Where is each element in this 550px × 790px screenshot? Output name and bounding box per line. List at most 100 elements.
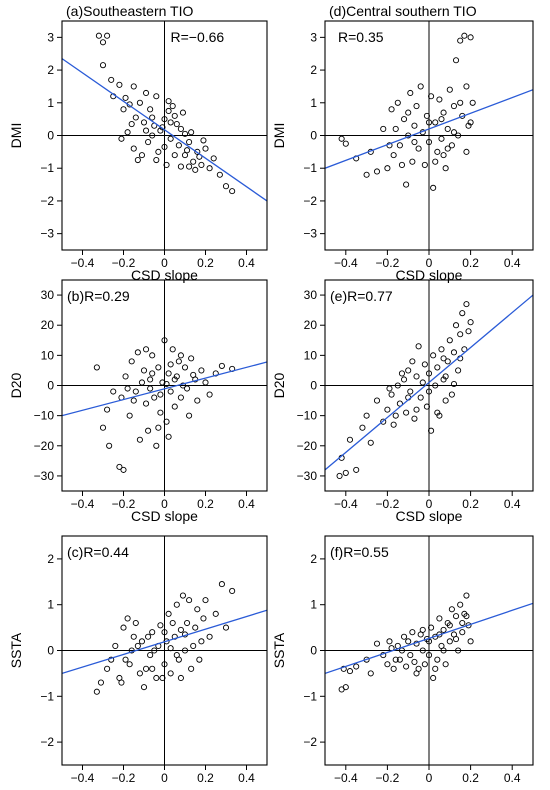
scatter-point <box>405 367 412 374</box>
scatter-point <box>122 94 129 101</box>
scatter-point <box>132 114 139 121</box>
scatter-point <box>390 152 397 159</box>
scatter-point <box>134 156 141 164</box>
y-tick-label: −30 <box>34 469 55 483</box>
scatter-point <box>128 121 135 128</box>
scatter-point <box>353 466 360 473</box>
scatter-point <box>194 148 201 155</box>
scatter-point <box>415 145 422 152</box>
scatter-point <box>140 367 148 374</box>
scatter-point <box>444 358 451 365</box>
scatter-point <box>403 663 410 670</box>
scatter-point <box>446 337 453 344</box>
scatter-point <box>163 380 170 388</box>
scatter-point <box>432 665 439 672</box>
scatter-point <box>384 406 391 413</box>
scatter-point <box>104 406 111 413</box>
x-tick-label: 0.2 <box>462 497 479 511</box>
scatter-point <box>177 125 184 133</box>
scatter-point <box>442 165 449 172</box>
y-tick-label: −3 <box>303 227 317 241</box>
scatter-point <box>428 427 435 434</box>
scatter-point <box>126 661 133 668</box>
scatter-point <box>452 322 460 329</box>
scatter-point <box>181 130 189 137</box>
scatter-point <box>149 665 156 672</box>
scatter-point <box>367 670 374 677</box>
scatter-point <box>394 382 401 389</box>
panel-title: (b)R=0.29 <box>67 288 130 304</box>
scatter-point <box>161 661 168 668</box>
scatter-point <box>409 158 416 165</box>
scatter-point <box>194 606 201 613</box>
scatter-point <box>153 442 160 449</box>
scatter-point <box>130 633 137 640</box>
y-tick-label: 3 <box>310 30 317 44</box>
scatter-point <box>428 624 435 631</box>
x-tick-label: 0.4 <box>504 497 521 511</box>
panel-title: (e)R=0.77 <box>330 288 393 304</box>
scatter-point <box>93 364 100 371</box>
scatter-point <box>407 89 414 97</box>
scatter-point <box>411 122 418 129</box>
scatter-point <box>380 125 387 133</box>
scatter-point <box>186 412 193 419</box>
scatter-point <box>405 109 412 116</box>
scatter-point <box>157 622 164 629</box>
x-tick-label: −0.2 <box>376 256 400 270</box>
scatter-point <box>161 143 168 150</box>
x-tick-label: 0.4 <box>238 771 255 785</box>
scatter-point <box>124 129 131 136</box>
scatter-point <box>448 142 455 149</box>
scatter-point <box>432 382 439 389</box>
scatter-point <box>132 619 139 627</box>
panel-title: (c)R=0.44 <box>67 544 129 560</box>
scatter-point <box>413 373 420 380</box>
scatter-point <box>440 152 447 159</box>
y-axis-label: DMI <box>8 123 24 149</box>
scatter-point <box>126 412 133 419</box>
panel-f: −0.4−0.200.20.4−2−1012CSD slopeSSTA(f)R=… <box>271 535 534 790</box>
scatter-point <box>434 148 441 155</box>
scatter-point <box>430 674 437 682</box>
scatter-point <box>165 370 172 377</box>
panel-b: −0.4 −0.2 0 0.2 0.4 −30 −20 −10 0 10 20 30 CSD slope… <box>8 279 268 524</box>
scatter-point <box>432 119 439 126</box>
scatter-point <box>149 629 156 636</box>
y-tick-label: 10 <box>304 348 318 362</box>
scatter-point <box>469 99 476 106</box>
panel-d: −0.4 −0.2 0 0.2 0.4 −3 −2 −1 0 1 2 3 CSD slope DMI (d)… <box>271 3 534 283</box>
scatter-point <box>136 99 143 106</box>
scatter-point <box>446 622 453 629</box>
scatter-point <box>380 418 387 425</box>
scatter-point <box>142 665 150 672</box>
y-tick-label: 0 <box>310 129 317 143</box>
scatter-point <box>161 116 168 123</box>
scatter-point <box>440 376 447 383</box>
scatter-point <box>165 107 172 115</box>
scatter-point <box>179 382 186 389</box>
scatter-point <box>407 652 414 659</box>
scatter-point <box>396 656 403 663</box>
scatter-point <box>465 328 472 335</box>
x-tick-label: 0.4 <box>238 256 255 270</box>
scatter-point <box>145 138 152 146</box>
scatter-point <box>346 668 354 675</box>
scatter-point <box>149 114 156 121</box>
scatter-point <box>400 376 408 383</box>
scatter-point <box>419 626 426 633</box>
scatter-point <box>165 433 172 440</box>
scatter-point <box>436 615 443 622</box>
scatter-point <box>415 343 422 350</box>
panel-title: (d)Central southern TIO <box>329 3 477 19</box>
scatter-points <box>338 592 474 693</box>
x-tick-label: 0.2 <box>462 256 479 270</box>
scatter-point <box>138 152 145 159</box>
scatter-point <box>222 183 230 190</box>
scatter-point <box>206 633 213 640</box>
scatter-point <box>149 132 156 139</box>
scatter-point <box>181 152 189 159</box>
scatter-point <box>188 129 195 136</box>
scatter-point <box>342 684 349 691</box>
scatter-point <box>149 352 156 359</box>
